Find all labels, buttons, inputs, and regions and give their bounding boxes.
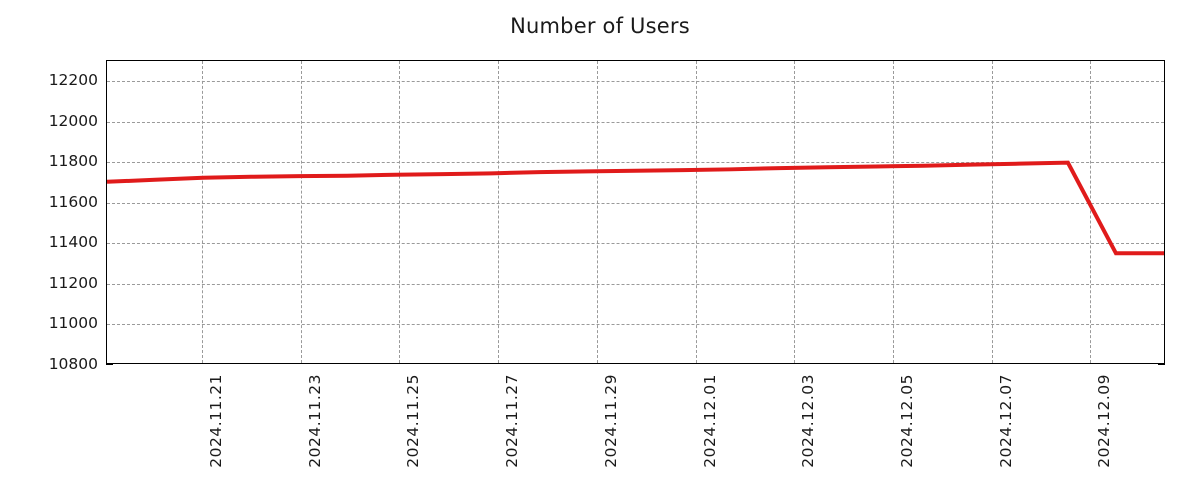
y-axis-tick-label: 11400: [48, 233, 98, 252]
plot-area: [106, 60, 1165, 364]
gridline-vertical: [202, 61, 203, 363]
gridline-horizontal: [107, 81, 1164, 83]
x-axis-tick-label: 2024.11.29: [601, 374, 620, 468]
gridline-horizontal: [107, 324, 1164, 326]
gridline-vertical: [399, 61, 401, 363]
series-line-number-of-users: [107, 61, 1164, 363]
y-axis-tick-label: 12000: [48, 111, 98, 130]
gridline-vertical: [1090, 61, 1092, 363]
y-axis-tick-mark-right: [1158, 364, 1165, 365]
y-axis-tick-label: 11600: [48, 192, 98, 211]
gridline-vertical: [695, 61, 697, 363]
x-axis-tick-label: 2024.12.05: [897, 374, 916, 468]
y-axis-tick-mark: [106, 364, 113, 365]
y-axis-tick-label: 10800: [48, 355, 98, 373]
x-axis-tick-label: 2024.11.25: [404, 374, 423, 468]
gridline-horizontal: [107, 162, 1164, 164]
gridline-horizontal: [107, 121, 1164, 123]
y-axis-tick-label: 11800: [48, 152, 98, 171]
gridline-vertical: [596, 61, 598, 363]
gridline-vertical: [794, 61, 796, 363]
x-axis-tick-label: 2024.12.03: [799, 374, 818, 468]
x-axis-tick-label: 2024.12.07: [996, 374, 1015, 468]
chart-title: Number of Users: [510, 14, 690, 38]
x-axis-tick-label: 2024.12.01: [700, 374, 719, 468]
y-axis-tick-label: 11000: [48, 314, 98, 333]
gridline-vertical: [300, 61, 302, 363]
y-axis-tick-label: 11200: [48, 273, 98, 292]
gridline-horizontal: [107, 243, 1164, 245]
gridline-horizontal: [107, 202, 1164, 204]
x-axis-tick-label: 2024.11.23: [305, 374, 324, 468]
gridline-horizontal: [107, 283, 1164, 285]
x-axis-tick-label: 2024.11.27: [503, 374, 522, 468]
x-axis-tick-label: 2024.11.21: [207, 374, 225, 468]
gridline-vertical: [498, 61, 500, 363]
y-axis-tick-labels: 10800 11000 11200 11400 11600 11800 12000 12200: [0, 0, 98, 500]
y-axis-tick-label: 12200: [48, 71, 98, 90]
gridline-vertical: [892, 61, 894, 363]
gridline-vertical: [991, 61, 993, 363]
x-axis-tick-label: 2024.12.09: [1095, 374, 1114, 468]
